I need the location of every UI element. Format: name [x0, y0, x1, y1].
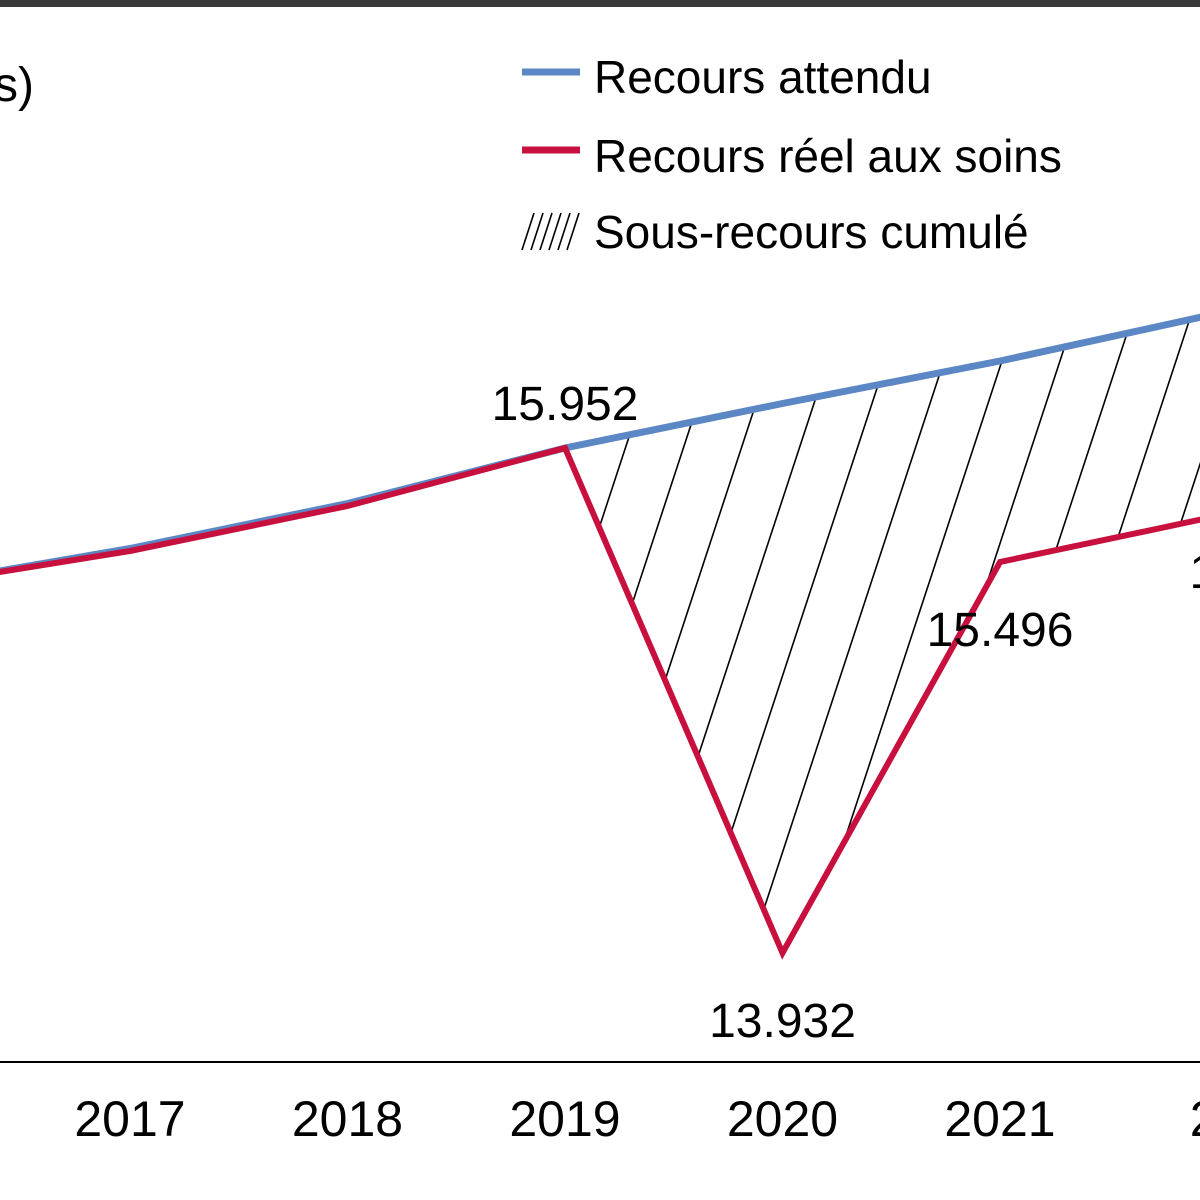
data-labels: 15.952 13.932 15.496 15: [492, 378, 1200, 1048]
series-line-expected: [0, 313, 1200, 575]
x-tick-label: 2020: [727, 1091, 838, 1147]
x-tick-label: 2021: [944, 1091, 1055, 1147]
hatch-stroke: [270, 300, 500, 1000]
hatch-stroke: [96, 300, 326, 1000]
hatch-stroke: [1139, 313, 1200, 953]
hatch-stroke: [1081, 313, 1200, 953]
hatch-stroke: [733, 313, 965, 953]
y-unit-label: s): [0, 59, 34, 112]
window-top-border: [0, 0, 1200, 7]
hatch-stroke: [212, 300, 442, 1000]
legend-swatch-hatch: [521, 212, 580, 251]
data-label: 15: [1190, 546, 1200, 599]
legend-label-actual: Recours réel aux soins: [594, 130, 1062, 182]
legend: Recours attendu Recours réel aux soins S…: [521, 51, 1062, 258]
hatch-stroke: [38, 300, 268, 1000]
series-layer: [0, 313, 1200, 960]
data-label: 15.496: [927, 604, 1074, 657]
x-tick-labels: 2017 2018 2019 2020 2021 20: [74, 1091, 1200, 1147]
hatch-stroke: [0, 300, 152, 1000]
legend-label-hatch: Sous-recours cumulé: [594, 206, 1029, 258]
series-line-actual: [0, 444, 1200, 960]
x-tick-label: 2019: [509, 1091, 620, 1147]
hatch-stroke: [0, 300, 36, 1000]
x-tick-label: 2018: [292, 1091, 403, 1147]
data-label: 13.932: [709, 995, 856, 1048]
x-tick-label: 20: [1190, 1091, 1200, 1147]
x-tick-label: 2017: [74, 1091, 185, 1147]
hatch-stroke: [154, 300, 384, 1000]
hatch-stroke: [0, 300, 210, 1000]
legend-label-expected: Recours attendu: [594, 51, 932, 103]
data-label: 15.952: [492, 378, 639, 431]
hatch-stroke: [0, 300, 94, 1000]
